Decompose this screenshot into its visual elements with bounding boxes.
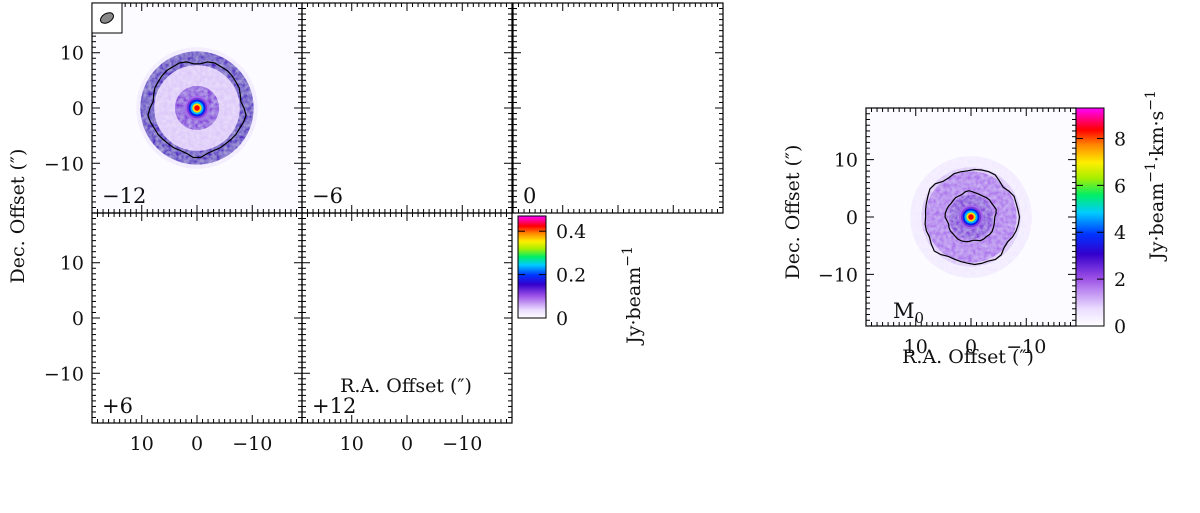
moment0-map-image xyxy=(866,108,1076,326)
velocity-label: −12 xyxy=(102,184,146,208)
moment0-label-subscript: 0 xyxy=(915,309,925,327)
channel-colorbar-tick-label: 0 xyxy=(556,308,568,330)
channel-panel-frame xyxy=(91,212,303,424)
channel-colorbar-unit: Jy·beam xyxy=(623,267,645,346)
channel-panel-image xyxy=(92,213,302,423)
moment0-colorbar-gradient xyxy=(1075,107,1105,327)
channel-panel-image xyxy=(513,3,723,213)
y-tick-label: −10 xyxy=(44,153,84,175)
moment0-map-contour xyxy=(944,190,997,243)
channel-panel-frame xyxy=(301,2,513,214)
y-tick-label: 0 xyxy=(72,308,84,330)
channel-colorbar: 0 0.2 0.4 Jy·beam−1 xyxy=(517,215,645,346)
channel-panel: 10 0 −10 +12 xyxy=(301,212,513,455)
channel-panel: −10 0 10 10 0 −10 +6 xyxy=(44,212,303,455)
channel-panel-contour xyxy=(374,75,441,141)
moment0-x-axis-label: R.A. Offset (″) xyxy=(902,346,1034,368)
x-tick-label: 10 xyxy=(130,433,154,455)
y-tick-label: 10 xyxy=(60,43,84,65)
moment0-colorbar-ticks: 0 2 4 6 8 xyxy=(1076,128,1126,338)
channel-colorbar-tick-label: 0.2 xyxy=(556,265,586,287)
channel-panel-contour xyxy=(362,274,451,363)
y-tick-label: 0 xyxy=(846,207,858,229)
channel-panel-contour xyxy=(391,91,425,125)
channel-colorbar-tick-label: 0.4 xyxy=(556,221,586,243)
moment0-colorbar-tick-label: 8 xyxy=(1114,128,1126,150)
channel-colorbar-label: Jy·beam−1 xyxy=(620,246,645,346)
channel-panel-contour xyxy=(164,285,231,352)
channel-panel-image xyxy=(92,3,302,213)
moment0-colorbar-exponent2: −1 xyxy=(1143,90,1159,111)
channel-panel: −6 xyxy=(301,2,513,214)
x-axis-label: R.A. Offset (″) xyxy=(340,375,472,397)
channel-panel-image xyxy=(302,3,512,213)
moment0-map-contour xyxy=(924,168,1021,266)
x-tick-label: 0 xyxy=(191,433,203,455)
velocity-label: 0 xyxy=(523,184,536,208)
moment0-colorbar-tick-label: 0 xyxy=(1114,316,1126,338)
channel-panel: −10 0 10 −12 xyxy=(44,2,303,214)
velocity-label: +12 xyxy=(312,394,356,418)
channel-colorbar-ticks: 0 0.2 0.4 xyxy=(518,221,586,330)
channel-panel-contour xyxy=(333,32,482,181)
channel-panel-contour xyxy=(575,64,661,150)
channel-panel-contour xyxy=(534,28,701,194)
x-tick-label: 0 xyxy=(401,433,413,455)
channel-colorbar-gradient xyxy=(517,215,547,319)
moment0-colorbar-label: Jy·beam−1·km·s−1 xyxy=(1143,90,1168,262)
moment0-colorbar-tick-label: 2 xyxy=(1114,269,1126,291)
channel-colorbar-exponent: −1 xyxy=(620,246,636,267)
velocity-label: +6 xyxy=(102,394,133,418)
y-tick-label: 0 xyxy=(72,98,84,120)
channel-panel-contour xyxy=(147,61,247,159)
x-tick-label: −10 xyxy=(442,433,482,455)
x-tick-label: 10 xyxy=(904,336,928,358)
x-tick-label: 0 xyxy=(965,336,977,358)
moment0-colorbar-middle: ·km·s xyxy=(1146,111,1168,162)
moment0-colorbar-tick-label: 4 xyxy=(1114,222,1126,244)
moment0-colorbar-unit: Jy·beam xyxy=(1146,183,1168,262)
channel-panel-contour xyxy=(555,44,684,174)
channel-panel-contour xyxy=(142,264,249,372)
channel-panel-frame xyxy=(512,2,724,214)
y-tick-label: 10 xyxy=(834,150,858,172)
channel-panel-contour xyxy=(595,86,640,131)
y-tick-label: 10 xyxy=(60,253,84,275)
x-tick-label: 10 xyxy=(340,433,364,455)
beam-ellipse xyxy=(91,2,123,34)
channel-panel: 0 xyxy=(512,2,724,214)
y-tick-label: −10 xyxy=(818,264,858,286)
y-tick-label: −10 xyxy=(44,363,84,385)
moment0-colorbar-exponent1: −1 xyxy=(1143,162,1159,183)
x-tick-label: −10 xyxy=(232,433,272,455)
channel-panel-contour xyxy=(349,52,461,165)
moment0-y-axis-label: Dec. Offset (″) xyxy=(782,145,804,280)
velocity-label: −6 xyxy=(312,184,343,208)
y-axis-label: Dec. Offset (″) xyxy=(7,149,29,284)
x-tick-label: −10 xyxy=(1006,336,1046,358)
channel-panel-contour xyxy=(121,239,274,393)
moment0-colorbar-tick-label: 6 xyxy=(1114,175,1126,197)
